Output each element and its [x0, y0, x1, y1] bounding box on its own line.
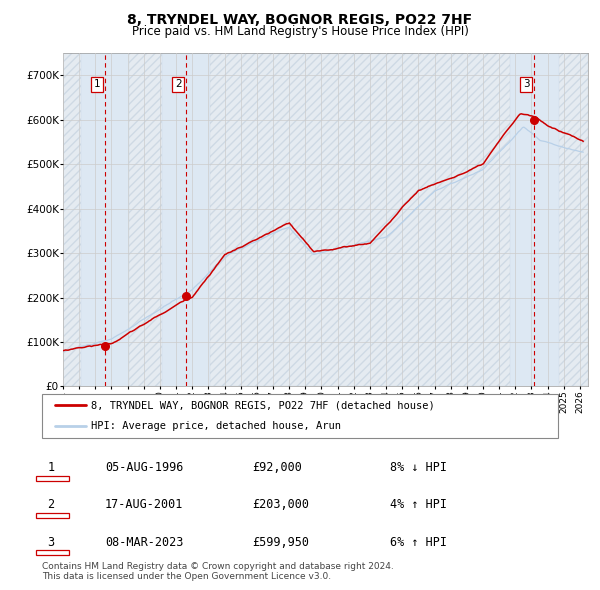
FancyBboxPatch shape [36, 550, 69, 555]
Text: 6% ↑ HPI: 6% ↑ HPI [390, 536, 447, 549]
FancyBboxPatch shape [36, 476, 69, 481]
FancyBboxPatch shape [42, 394, 558, 438]
Bar [559, 53, 588, 386]
Text: 3: 3 [523, 79, 530, 89]
Text: 3: 3 [47, 536, 55, 549]
Text: 1: 1 [94, 79, 100, 89]
Bar [162, 53, 211, 386]
Bar [63, 53, 80, 386]
Text: 17-AUG-2001: 17-AUG-2001 [105, 499, 184, 512]
Bar [129, 53, 162, 386]
FancyBboxPatch shape [36, 513, 69, 518]
Text: 2: 2 [175, 79, 181, 89]
Text: £92,000: £92,000 [252, 461, 302, 474]
Text: 1: 1 [47, 461, 55, 474]
Bar [510, 53, 559, 386]
Bar [80, 53, 129, 386]
Text: 8, TRYNDEL WAY, BOGNOR REGIS, PO22 7HF (detached house): 8, TRYNDEL WAY, BOGNOR REGIS, PO22 7HF (… [91, 401, 435, 411]
Text: 4% ↑ HPI: 4% ↑ HPI [390, 499, 447, 512]
Bar [211, 53, 510, 386]
Text: £203,000: £203,000 [252, 499, 309, 512]
Text: £599,950: £599,950 [252, 536, 309, 549]
Text: 05-AUG-1996: 05-AUG-1996 [105, 461, 184, 474]
Text: HPI: Average price, detached house, Arun: HPI: Average price, detached house, Arun [91, 421, 341, 431]
Text: Price paid vs. HM Land Registry's House Price Index (HPI): Price paid vs. HM Land Registry's House … [131, 25, 469, 38]
Text: 8% ↓ HPI: 8% ↓ HPI [390, 461, 447, 474]
Text: 8, TRYNDEL WAY, BOGNOR REGIS, PO22 7HF: 8, TRYNDEL WAY, BOGNOR REGIS, PO22 7HF [127, 13, 473, 27]
Text: 2: 2 [47, 499, 55, 512]
Text: 08-MAR-2023: 08-MAR-2023 [105, 536, 184, 549]
Text: Contains HM Land Registry data © Crown copyright and database right 2024.
This d: Contains HM Land Registry data © Crown c… [42, 562, 394, 581]
